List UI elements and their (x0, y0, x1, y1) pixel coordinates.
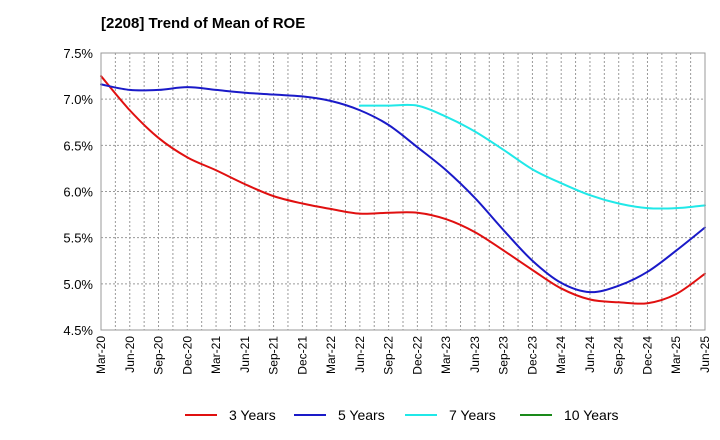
legend-item-7-years: 7 Years (405, 405, 496, 425)
legend-swatch-3-years (185, 414, 217, 416)
x-tick-label: Sep-20 (152, 336, 166, 375)
x-tick-label: Dec-23 (525, 336, 539, 375)
series-line-3-years (100, 75, 706, 305)
x-tick-label: Jun-23 (468, 336, 482, 373)
x-tick-label: Sep-24 (612, 336, 626, 375)
x-tick-label: Mar-25 (669, 336, 683, 374)
x-tick-label: Dec-24 (640, 336, 654, 375)
y-tick-label: 5.5% (63, 231, 93, 246)
y-tick-label: 5.0% (63, 277, 93, 292)
x-tick-label: Mar-23 (439, 336, 453, 374)
legend-swatch-5-years (294, 414, 326, 416)
x-axis: Mar-20 Jun-20 Sep-20 Dec-20 Mar-21 Jun-21 Sep-… (94, 336, 712, 375)
legend: 3 Years 5 Years 7 Years 10 Years (0, 405, 720, 425)
x-tick-label: Mar-20 (94, 336, 108, 374)
series-lines (100, 75, 706, 305)
grid (101, 53, 705, 330)
legend-label-7-years: 7 Years (449, 407, 496, 423)
x-tick-label: Dec-20 (180, 336, 194, 375)
x-tick-label: Jun-24 (583, 336, 597, 373)
x-tick-label: Mar-22 (324, 336, 338, 374)
series-line-7-years (358, 103, 706, 210)
y-tick-label: 4.5% (63, 323, 93, 338)
legend-label-5-years: 5 Years (338, 407, 385, 423)
x-tick-label: Jun-21 (238, 336, 252, 373)
x-tick-label: Jun-25 (698, 336, 712, 373)
legend-item-3-years: 3 Years (185, 405, 276, 425)
legend-swatch-10-years (520, 414, 552, 416)
x-tick-label: Jun-22 (353, 336, 367, 373)
legend-item-10-years: 10 Years (520, 405, 619, 425)
x-tick-label: Dec-21 (295, 336, 309, 375)
y-tick-label: 7.0% (63, 92, 93, 107)
plot-frame (100, 52, 706, 331)
y-tick-label: 6.0% (63, 185, 93, 200)
series-line-5-years (100, 83, 706, 294)
legend-label-3-years: 3 Years (229, 407, 276, 423)
y-tick-label: 6.5% (63, 138, 93, 153)
x-tick-label: Sep-22 (382, 336, 396, 375)
x-tick-label: Sep-21 (267, 336, 281, 375)
x-tick-label: Jun-20 (123, 336, 137, 373)
x-tick-label: Mar-24 (554, 336, 568, 374)
chart-title: [2208] Trend of Mean of ROE (101, 15, 306, 32)
x-tick-label: Sep-23 (497, 336, 511, 375)
x-tick-label: Mar-21 (209, 336, 223, 374)
legend-label-10-years: 10 Years (564, 407, 619, 423)
y-axis: 4.5% 5.0% 5.5% 6.0% 6.5% 7.0% 7.5% (63, 46, 93, 338)
y-tick-label: 7.5% (63, 46, 93, 61)
legend-swatch-7-years (405, 414, 437, 416)
legend-item-5-years: 5 Years (294, 405, 385, 425)
x-tick-label: Dec-22 (410, 336, 424, 375)
